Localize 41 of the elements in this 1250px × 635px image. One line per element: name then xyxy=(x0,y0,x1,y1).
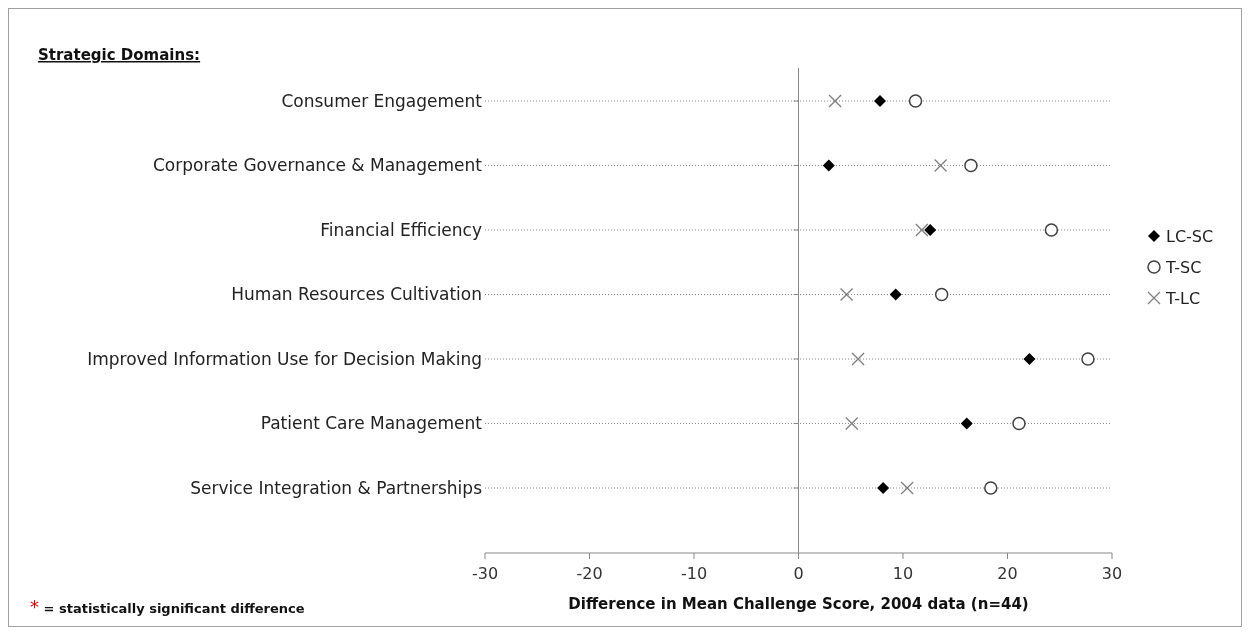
point xyxy=(1081,352,1095,366)
point xyxy=(1012,416,1026,431)
x-tick-label: 0 xyxy=(793,564,804,583)
y-axis-title: Strategic Domains: xyxy=(38,46,201,64)
x-tick-label: 10 xyxy=(892,564,914,583)
point xyxy=(915,223,929,237)
legend-label: LC-SC xyxy=(1166,226,1214,246)
point xyxy=(934,287,949,302)
point xyxy=(828,94,842,108)
legend-label: T-LC xyxy=(1165,288,1201,308)
point xyxy=(1044,223,1059,237)
point xyxy=(964,158,978,173)
point xyxy=(851,352,865,366)
point xyxy=(822,159,835,172)
x-tick-label: -10 xyxy=(680,564,708,583)
text: * = statistically significant difference xyxy=(30,596,305,617)
x-axis-title: Difference in Mean Challenge Score, 2004 data (n=44) xyxy=(568,595,1029,613)
point xyxy=(845,416,859,431)
point xyxy=(984,481,998,495)
y-tick-label: Human Resources Cultivation xyxy=(231,284,482,305)
y-tick-label: Service Integration & Partnerships xyxy=(190,477,483,498)
point xyxy=(933,158,948,173)
point xyxy=(1023,353,1036,365)
x-tick-label: 20 xyxy=(997,564,1018,583)
point xyxy=(889,288,902,301)
y-tick-label: Financial Efficiency xyxy=(320,219,482,240)
point xyxy=(960,417,973,430)
point xyxy=(924,224,937,236)
point xyxy=(877,482,890,494)
x-tick-label: -30 xyxy=(471,564,499,583)
x-tick-label: -20 xyxy=(576,564,603,583)
y-tick-label: Consumer Engagement xyxy=(281,90,483,111)
y-tick-label: Patient Care Management xyxy=(260,413,483,434)
x-tick-label: 30 xyxy=(1101,564,1123,583)
legend-label: T-SC xyxy=(1165,257,1202,277)
point xyxy=(874,95,887,107)
point xyxy=(900,481,914,495)
point xyxy=(908,94,923,108)
y-tick-label: Improved Information Use for Decision Making xyxy=(87,348,482,369)
y-tick-label: Corporate Governance & Management xyxy=(153,155,483,176)
point xyxy=(839,287,854,302)
